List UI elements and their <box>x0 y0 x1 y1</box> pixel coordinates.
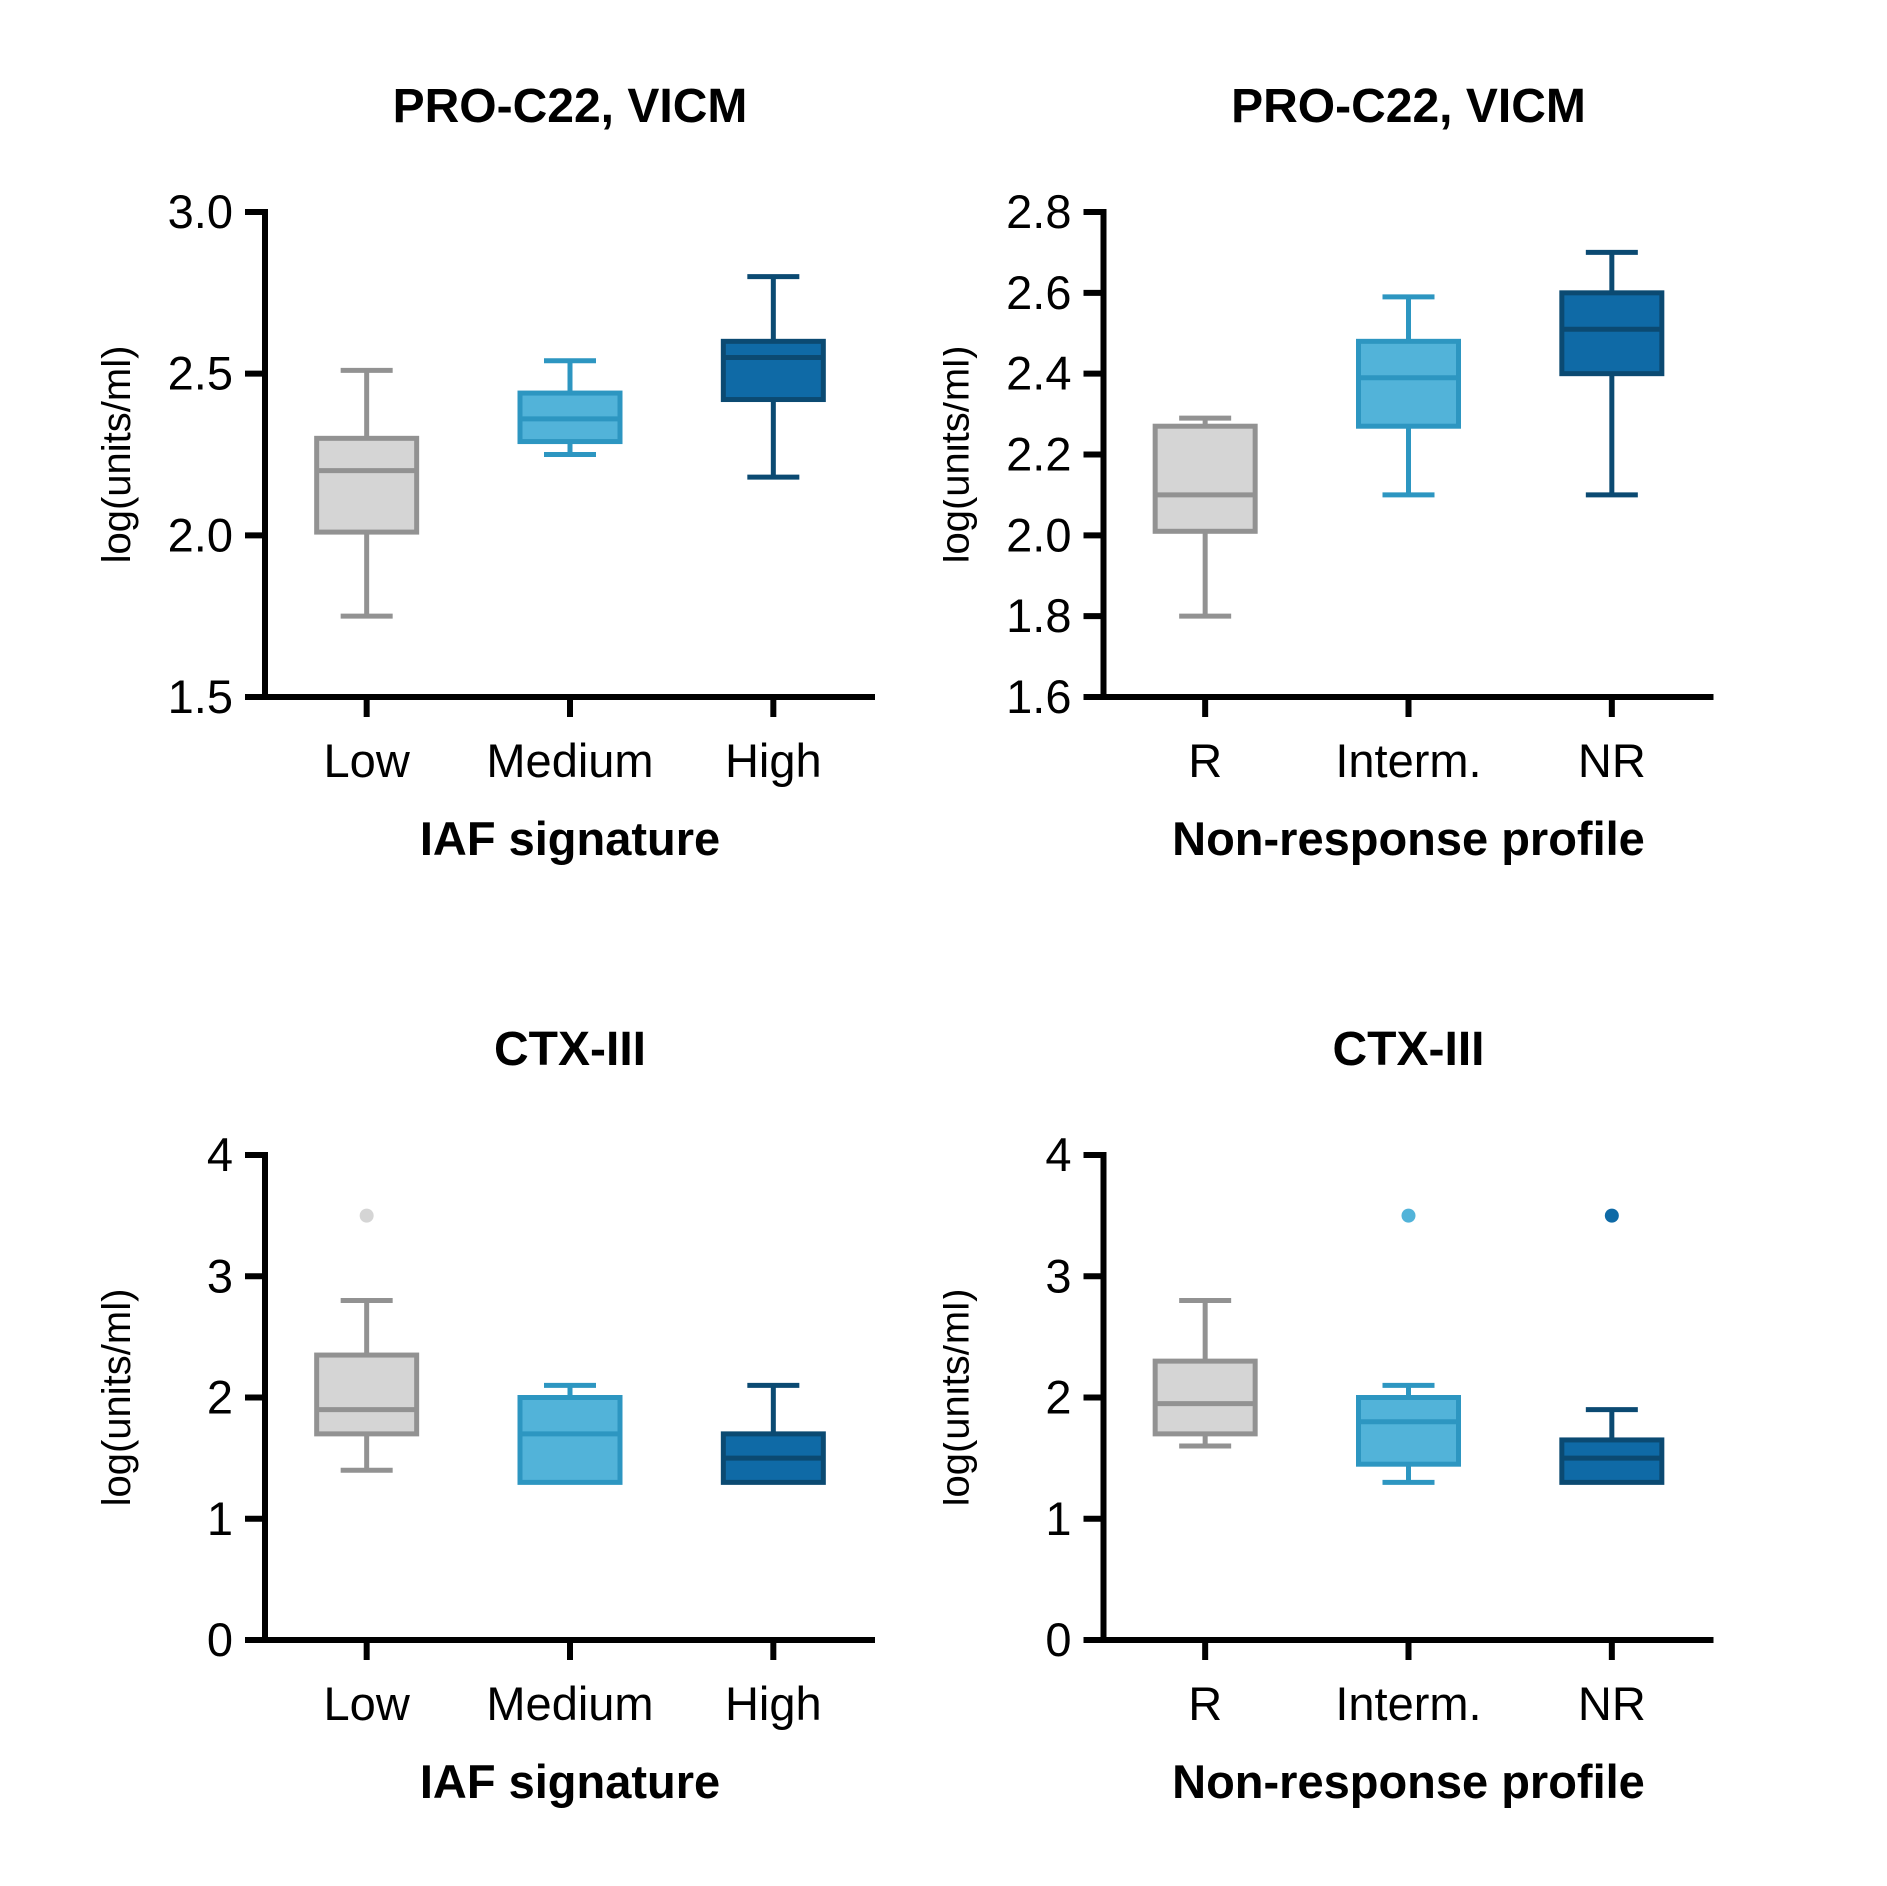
x-tick-label: Medium <box>486 734 653 787</box>
box-nr <box>1559 1208 1665 1485</box>
y-axis-label: log(units/ml) <box>95 346 139 564</box>
y-tick-label: 2.4 <box>1006 347 1071 400</box>
iqr-box <box>314 1352 420 1437</box>
box-low <box>314 1208 420 1473</box>
chart-title: CTX-III <box>494 1023 646 1076</box>
iqr-box <box>1559 1437 1665 1485</box>
y-tick-label: 1 <box>207 1492 233 1545</box>
chart-title: PRO-C22, VICM <box>1231 80 1586 133</box>
y-tick-label: 2.0 <box>1006 508 1071 561</box>
box-r <box>1152 415 1258 619</box>
boxplot-svg-ctx-iii-nonresponse: CTX-III log(units/ml) 0 1 2 3 4 R Interm. NR Non-r… <box>943 1023 1714 1808</box>
boxplot-svg-pro-c22-vicm-iaf: PRO-C22, VICM log(units/ml) 1.5 2.0 2.5 3.0 Lo… <box>95 80 875 865</box>
y-tick-label: 2.0 <box>168 508 233 561</box>
y-tick-label: 2 <box>1045 1371 1071 1424</box>
y-tick-label: 3.0 <box>168 185 233 238</box>
y-tick-label: 1.6 <box>1006 670 1071 723</box>
x-tick-label: NR <box>1578 1677 1646 1730</box>
y-tick-label: 2.2 <box>1006 428 1071 481</box>
chart-ctx-iii-nonresponse: CTX-III log(units/ml) 0 1 2 3 4 R Interm. NR Non-r… <box>943 943 1887 1886</box>
y-axis-label: log(units/ml) <box>943 1289 978 1507</box>
x-tick-label: R <box>1188 734 1222 787</box>
y-tick-label: 1.8 <box>1006 589 1071 642</box>
x-tick-label: Low <box>324 734 411 787</box>
iqr-box <box>1559 290 1665 377</box>
x-tick-label: Interm. <box>1335 1677 1481 1730</box>
x-axis-label: IAF signature <box>420 1755 720 1808</box>
x-tick-label: High <box>725 734 822 787</box>
box-medium <box>517 1382 623 1485</box>
y-tick-label: 0 <box>207 1613 233 1666</box>
y-tick-label: 4 <box>1045 1128 1071 1181</box>
chart-title: CTX-III <box>1333 1023 1485 1076</box>
box-medium <box>517 358 623 457</box>
x-axis-label: Non-response profile <box>1172 812 1645 865</box>
iqr-box <box>314 435 420 535</box>
outlier-point <box>1604 1208 1619 1223</box>
y-tick-label: 1.5 <box>168 670 233 723</box>
y-axis-label: log(units/ml) <box>943 346 978 564</box>
x-tick-label: NR <box>1578 734 1646 787</box>
outlier-point <box>359 1208 374 1223</box>
x-axis-label: Non-response profile <box>1172 1755 1645 1808</box>
box-r <box>1152 1298 1258 1449</box>
x-tick-label: R <box>1188 1677 1222 1730</box>
y-tick-label: 4 <box>207 1128 233 1181</box>
y-axis-label: log(units/ml) <box>95 1289 139 1507</box>
y-tick-label: 1 <box>1045 1492 1071 1545</box>
iqr-box <box>517 1395 623 1485</box>
iqr-box <box>1356 338 1461 429</box>
x-tick-label: Medium <box>486 1677 653 1730</box>
y-tick-label: 3 <box>1045 1249 1071 1302</box>
outlier-point <box>1401 1208 1416 1223</box>
x-tick-label: Low <box>324 1677 411 1730</box>
box-nr <box>1559 249 1665 498</box>
box-low <box>314 367 420 619</box>
y-tick-label: 3 <box>207 1249 233 1302</box>
x-tick-label: High <box>725 1677 822 1730</box>
y-tick-label: 2.5 <box>168 347 233 400</box>
y-tick-label: 2.6 <box>1006 266 1071 319</box>
y-tick-label: 2.8 <box>1006 185 1071 238</box>
chart-title: PRO-C22, VICM <box>393 80 748 133</box>
y-tick-label: 0 <box>1045 1613 1071 1666</box>
chart-pro-c22-vicm-nonresponse: PRO-C22, VICM log(units/ml) 1.6 1.8 2.0 2.2 2.… <box>943 0 1887 943</box>
box-high <box>720 1382 826 1485</box>
iqr-box <box>1152 423 1258 534</box>
boxplot-svg-ctx-iii-iaf: CTX-III log(units/ml) 0 1 2 3 4 Low Medium HighIA… <box>95 1023 875 1808</box>
x-tick-label: Interm. <box>1335 734 1481 787</box>
chart-ctx-iii-iaf: CTX-III log(units/ml) 0 1 2 3 4 Low Medium High IA… <box>0 943 943 1886</box>
box-interm <box>1356 1208 1461 1485</box>
iqr-box <box>720 338 826 403</box>
box-high <box>720 274 826 480</box>
x-axis-label: IAF signature <box>420 812 720 865</box>
iqr-box <box>1152 1358 1258 1437</box>
y-tick-label: 2 <box>207 1371 233 1424</box>
box-interm <box>1356 294 1461 498</box>
iqr-box <box>1356 1395 1461 1467</box>
boxplot-svg-pro-c22-vicm-nonresponse: PRO-C22, VICM log(units/ml) 1.6 1.8 2.0 2.2 2.… <box>943 80 1714 865</box>
chart-pro-c22-vicm-iaf: PRO-C22, VICM log(units/ml) 1.5 2.0 2.5 3.0 Lo… <box>0 0 943 943</box>
